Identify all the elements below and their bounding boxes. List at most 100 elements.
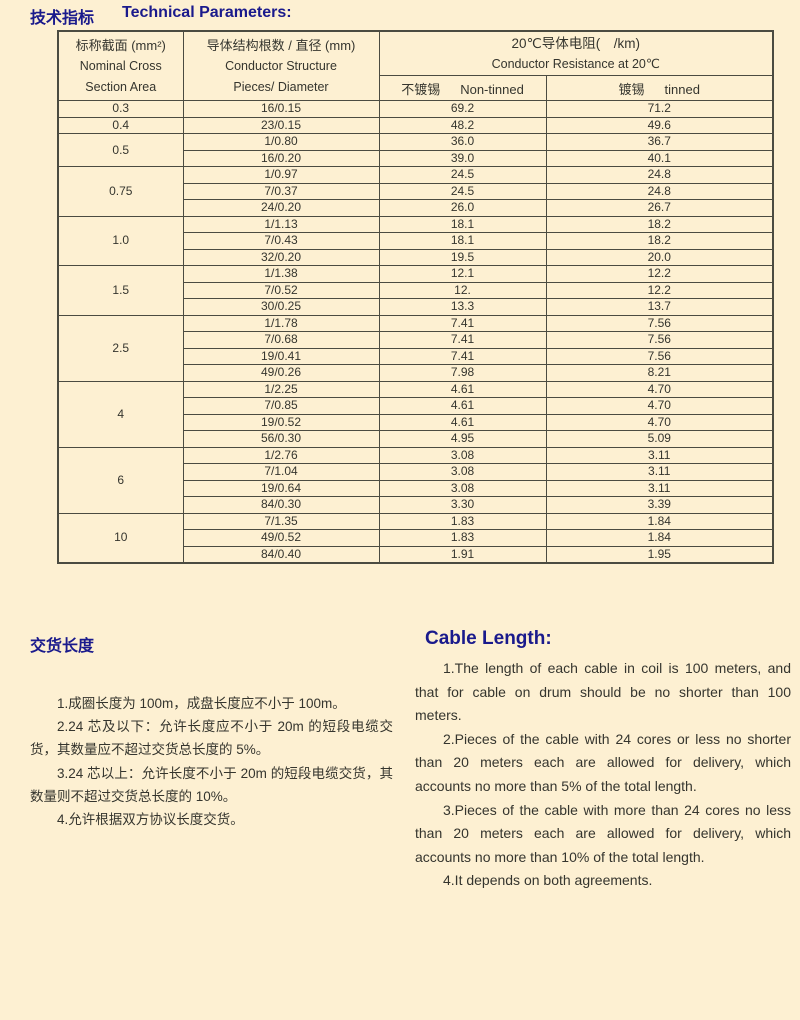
table-row: 7/1.04 3.08 3.11 <box>58 463 774 481</box>
structure-cell: 23/0.15 <box>182 116 380 134</box>
cable-length-body-en: 1.The length of each cable in coil is 10… <box>415 657 791 893</box>
area-cell: 1.5 <box>57 265 184 316</box>
structure-cell: 24/0.20 <box>182 199 380 217</box>
header-tinned: 镀锡 tinned <box>545 75 774 101</box>
technical-parameters-table: 标称截面 (mm²) Nominal Cross Section Area 导体… <box>57 30 775 564</box>
non-tinned-cell: 12. <box>378 281 547 299</box>
non-tinned-cell: 7.98 <box>378 364 547 382</box>
tinned-cell: 18.2 <box>545 215 774 233</box>
header-non-tinned-zh: 不镀锡 <box>401 81 441 97</box>
non-tinned-cell: 26.0 <box>378 199 547 217</box>
structure-cell: 7/0.85 <box>182 397 380 415</box>
header-conductor-resistance: 20℃导体电阻( /km) Conductor Resistance at 20… <box>378 30 774 76</box>
header-col2-zh: 导体结构根数 / 直径 (mm) <box>206 38 356 53</box>
tinned-cell: 5.09 <box>545 430 774 448</box>
header-resistance-en: Conductor Resistance at 20℃ <box>491 57 660 71</box>
non-tinned-cell: 24.5 <box>378 166 547 184</box>
structure-cell: 7/0.43 <box>182 232 380 250</box>
tinned-cell: 12.2 <box>545 265 774 283</box>
structure-cell: 1/2.76 <box>182 446 380 464</box>
table-row: 84/0.40 1.91 1.95 <box>58 545 774 564</box>
header-col1-en1: Nominal Cross <box>79 59 162 73</box>
non-tinned-cell: 3.08 <box>378 446 547 464</box>
non-tinned-cell: 7.41 <box>378 331 547 349</box>
area-cell: 0.5 <box>57 133 184 167</box>
structure-cell: 30/0.25 <box>182 298 380 316</box>
header-col2-en1: Conductor Structure <box>225 59 337 73</box>
table-row: 24/0.20 26.0 26.7 <box>58 199 774 217</box>
non-tinned-cell: 12.1 <box>378 265 547 283</box>
header-col1-zh: 标称截面 (mm²) <box>75 38 166 53</box>
tinned-cell: 71.2 <box>545 100 774 118</box>
tinned-cell: 7.56 <box>545 347 774 365</box>
table-subheader-row: 不镀锡 Non-tinned 镀锡 tinned <box>58 75 774 101</box>
tinned-cell: 3.11 <box>545 463 774 481</box>
non-tinned-cell: 3.08 <box>378 479 547 497</box>
table-header-row: 标称截面 (mm²) Nominal Cross Section Area 导体… <box>57 30 774 101</box>
table-row: 1.0 1/1.13 18.1 18.2 <box>57 215 774 266</box>
tinned-cell: 8.21 <box>545 364 774 382</box>
tinned-cell: 40.1 <box>545 149 774 167</box>
tinned-cell: 4.70 <box>545 397 774 415</box>
paragraph: 4.允许根据双方协议长度交货。 <box>57 812 244 828</box>
table-row: 49/0.52 1.83 1.84 <box>58 529 774 547</box>
table-row: 19/0.41 7.41 7.56 <box>58 347 774 365</box>
paragraph: 1.The length of each cable in coil is 10… <box>415 660 791 724</box>
non-tinned-cell: 39.0 <box>378 149 547 167</box>
page-title-zh: 技术指标 <box>30 10 95 27</box>
table-row: 7/0.85 4.61 4.70 <box>58 397 774 415</box>
non-tinned-cell: 1.83 <box>378 529 547 547</box>
non-tinned-cell: 4.95 <box>378 430 547 448</box>
non-tinned-cell: 18.1 <box>378 232 547 250</box>
table-row: 19/0.52 4.61 4.70 <box>58 413 774 431</box>
page-title: 技术指标 Technical Parameters: <box>30 4 292 28</box>
structure-cell: 19/0.64 <box>182 479 380 497</box>
structure-cell: 16/0.15 <box>182 100 380 118</box>
delivery-length-body-zh: 1.成圈长度为 100m，成盘长度应不小于 100m。 2.24 芯及以下：允许长… <box>30 692 393 831</box>
table-row: 56/0.30 4.95 5.09 <box>58 430 774 448</box>
cable-length-heading-en: Cable Length: <box>425 628 552 649</box>
parameters-table-body: 0.3 16/0.15 69.2 71.2 0.4 23/0.15 48.2 49.6 0.5 1… <box>57 100 774 564</box>
tinned-cell: 26.7 <box>545 199 774 217</box>
area-cell: 4 <box>57 380 184 448</box>
paragraph: 3.24 芯以上：允许长度不小于 20m 的短段电缆交货，其数量则不超过交货总长… <box>30 765 393 804</box>
tinned-cell: 1.95 <box>545 545 774 564</box>
non-tinned-cell: 48.2 <box>378 116 547 134</box>
header-tinned-en: tinned <box>664 81 700 97</box>
table-row: 16/0.20 39.0 40.1 <box>58 149 774 167</box>
table-row: 0.5 1/0.80 36.0 36.7 <box>57 133 774 167</box>
paragraph: 4.It depends on both agreements. <box>443 872 653 889</box>
cable-length-section-en: Cable Length: 1.The length of each cable… <box>415 628 791 893</box>
area-cell: 10 <box>57 512 184 564</box>
header-tinned-zh: 镀锡 <box>618 81 645 97</box>
structure-cell: 7/0.52 <box>182 281 380 299</box>
header-conductor-structure: 导体结构根数 / 直径 (mm) Conductor Structure Pie… <box>182 30 380 101</box>
header-resistance-zh: 20℃导体电阻( /km) <box>511 36 640 51</box>
non-tinned-cell: 4.61 <box>378 397 547 415</box>
table-row: 6 1/2.76 3.08 3.11 <box>57 446 774 514</box>
tinned-cell: 3.39 <box>545 496 774 514</box>
paragraph: 2.24 芯及以下：允许长度应不小于 20m 的短段电缆交货，其数量应不超过交货… <box>30 719 393 758</box>
tinned-cell: 13.7 <box>545 298 774 316</box>
structure-cell: 84/0.30 <box>182 496 380 514</box>
structure-cell: 19/0.41 <box>182 347 380 365</box>
structure-cell: 7/0.37 <box>182 182 380 200</box>
tinned-cell: 1.84 <box>545 529 774 547</box>
non-tinned-cell: 3.08 <box>378 463 547 481</box>
structure-cell: 1/1.78 <box>182 314 380 332</box>
non-tinned-cell: 3.30 <box>378 496 547 514</box>
tinned-cell: 3.11 <box>545 446 774 464</box>
paragraph: 2.Pieces of the cable with 24 cores or l… <box>415 730 791 794</box>
header-col1-en2: Section Area <box>85 80 157 94</box>
paragraph: 3.Pieces of the cable with more than 24 … <box>415 801 791 865</box>
structure-cell: 1/0.97 <box>182 166 380 184</box>
non-tinned-cell: 4.61 <box>378 380 547 398</box>
header-col2-en2: Pieces/ Diameter <box>233 80 329 94</box>
area-cell: 0.3 <box>57 100 184 118</box>
header-non-tinned-en: Non-tinned <box>460 81 524 97</box>
structure-cell: 1/0.80 <box>182 133 380 151</box>
tinned-cell: 49.6 <box>545 116 774 134</box>
structure-cell: 56/0.30 <box>182 430 380 448</box>
delivery-length-heading-zh: 交货长度 <box>30 638 95 655</box>
